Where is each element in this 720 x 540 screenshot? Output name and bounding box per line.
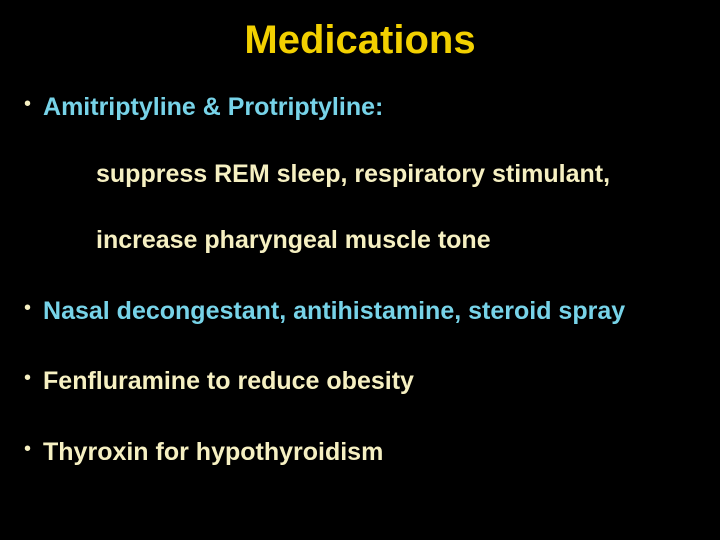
bullet-dot-icon: • xyxy=(24,365,31,391)
spacer xyxy=(24,134,696,158)
spacer xyxy=(24,408,696,436)
bullet-dot-icon: • xyxy=(24,436,31,462)
slide: Medications • Amitriptyline & Protriptyl… xyxy=(0,0,720,540)
spacer xyxy=(24,337,696,365)
bullet-1-subline-2: increase pharyngeal muscle tone xyxy=(96,224,696,257)
bullet-item-3: • Fenfluramine to reduce obesity xyxy=(24,365,696,398)
bullet-dot-icon: • xyxy=(24,91,31,117)
bullet-text-3: Fenfluramine to reduce obesity xyxy=(43,365,414,398)
spacer xyxy=(24,267,696,295)
bullet-text-2: Nasal decongestant, antihistamine, stero… xyxy=(43,295,625,328)
bullet-text-1: Amitriptyline & Protriptyline: xyxy=(43,91,383,124)
bullet-item-1: • Amitriptyline & Protriptyline: xyxy=(24,91,696,124)
bullet-item-2: • Nasal decongestant, antihistamine, ste… xyxy=(24,295,696,328)
slide-title: Medications xyxy=(24,18,696,63)
bullet-text-4: Thyroxin for hypothyroidism xyxy=(43,436,383,469)
spacer xyxy=(24,200,696,224)
bullet-1-subline-1: suppress REM sleep, respiratory stimulan… xyxy=(96,158,696,191)
bullet-item-4: • Thyroxin for hypothyroidism xyxy=(24,436,696,469)
bullet-dot-icon: • xyxy=(24,295,31,321)
